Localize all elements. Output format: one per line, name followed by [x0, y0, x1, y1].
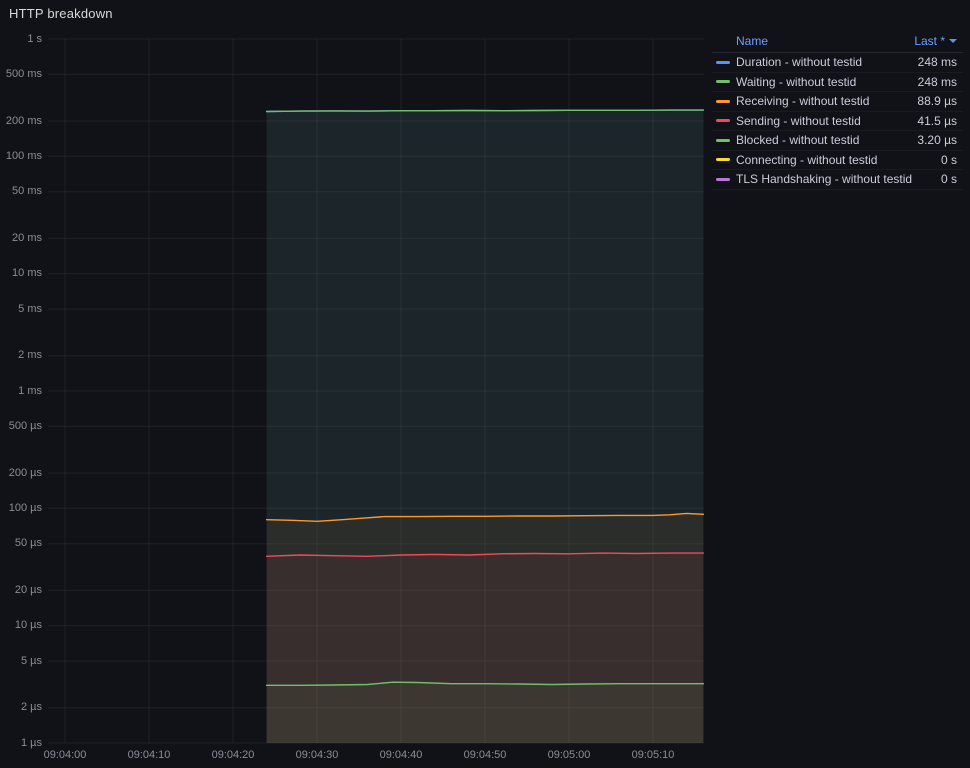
legend-last-value: 3.20 µs [917, 133, 957, 148]
series-color-swatch-icon [716, 60, 730, 64]
y-tick-label: 500 ms [5, 67, 42, 80]
legend-row[interactable]: TLS Handshaking - without testid 0 s [712, 170, 963, 190]
series-line [265, 109, 705, 113]
legend-header: Name Last * [712, 32, 963, 53]
legend-row[interactable]: Connecting - without testid 0 s [712, 151, 963, 170]
series-fill [266, 682, 704, 743]
legend-header-last-label: Last * [914, 34, 945, 48]
y-tick-label: 100 ms [5, 149, 42, 162]
legend-header-last[interactable]: Last * [914, 34, 957, 48]
legend-series-name[interactable]: Receiving - without testid [736, 94, 870, 109]
legend-last-value: 248 ms [917, 55, 957, 70]
x-tick-label: 09:05:10 [631, 749, 675, 761]
legend-row[interactable]: Waiting - without testid 248 ms [712, 73, 963, 92]
series-color-swatch-icon [716, 138, 730, 142]
legend-last-value: 0 s [940, 152, 957, 167]
series-color-swatch-icon [716, 119, 730, 123]
legend-header-name[interactable]: Name [736, 34, 769, 48]
legend-last-value: 41.5 µs [917, 113, 957, 128]
x-tick-label: 09:04:20 [211, 749, 255, 761]
y-tick-label: 100 µs [8, 501, 42, 514]
y-tick-label: 10 µs [14, 619, 42, 632]
legend-last-value: 248 ms [917, 74, 957, 89]
series-fill [266, 110, 704, 744]
y-tick-label: 500 µs [8, 419, 42, 432]
x-tick-label: 09:04:50 [463, 749, 507, 761]
panel-title[interactable]: HTTP breakdown [9, 6, 113, 21]
y-tick-label: 1 µs [20, 736, 42, 749]
y-axis: 1 s 500 ms 200 ms 100 ms 50 ms 20 ms 10 ms 5 ms… [0, 0, 42, 768]
legend-last-value: 0 s [940, 172, 957, 187]
legend-row[interactable]: Duration - without testid 248 ms [712, 53, 963, 73]
legend-series-name[interactable]: Duration - without testid [736, 55, 863, 70]
series-fill [266, 513, 704, 743]
y-tick-label: 20 µs [14, 583, 42, 596]
series-color-swatch-icon [716, 80, 730, 84]
legend-row[interactable]: Blocked - without testid 3.20 µs [712, 131, 963, 151]
series-color-swatch-icon [716, 177, 730, 181]
legend-rows: Duration - without testid 248 ms Waiting -… [712, 53, 963, 190]
y-tick-label: 1 s [27, 32, 42, 45]
series-color-swatch-icon [716, 158, 730, 162]
legend-row[interactable]: Receiving - without testid 88.9 µs [712, 92, 963, 112]
y-tick-label: 50 ms [12, 185, 42, 198]
x-tick-label: 09:04:40 [379, 749, 423, 761]
legend: Name Last * Duration - without testid 248… [712, 32, 963, 190]
legend-series-name[interactable]: Sending - without testid [736, 113, 861, 128]
series-color-swatch-icon [716, 99, 730, 103]
series-fill [266, 110, 704, 744]
x-tick-label: 09:04:10 [127, 749, 171, 761]
y-tick-label: 1 ms [18, 384, 42, 397]
y-tick-label: 10 ms [12, 267, 42, 280]
y-tick-label: 200 ms [5, 114, 42, 127]
x-tick-label: 09:04:30 [295, 749, 339, 761]
x-tick-label: 09:05:00 [547, 749, 591, 761]
series-line [265, 512, 705, 522]
legend-series-name[interactable]: TLS Handshaking - without testid [736, 172, 913, 187]
legend-last-value: 88.9 µs [917, 94, 957, 109]
y-tick-label: 2 µs [20, 701, 42, 714]
x-tick-label: 09:04:00 [43, 749, 87, 761]
y-tick-label: 200 µs [8, 466, 42, 479]
y-tick-label: 50 µs [14, 537, 42, 550]
y-tick-label: 5 µs [20, 654, 42, 667]
legend-series-name[interactable]: Waiting - without testid [736, 74, 857, 89]
y-tick-label: 2 ms [18, 349, 42, 362]
y-tick-label: 20 ms [12, 231, 42, 244]
series-line [265, 681, 705, 686]
legend-series-name[interactable]: Blocked - without testid [736, 133, 860, 148]
legend-series-name[interactable]: Connecting - without testid [736, 152, 878, 167]
series-line [265, 552, 705, 557]
series-fill [266, 553, 704, 743]
sort-descending-caret-icon [949, 39, 957, 43]
legend-row[interactable]: Sending - without testid 41.5 µs [712, 112, 963, 131]
y-tick-label: 5 ms [18, 302, 42, 315]
